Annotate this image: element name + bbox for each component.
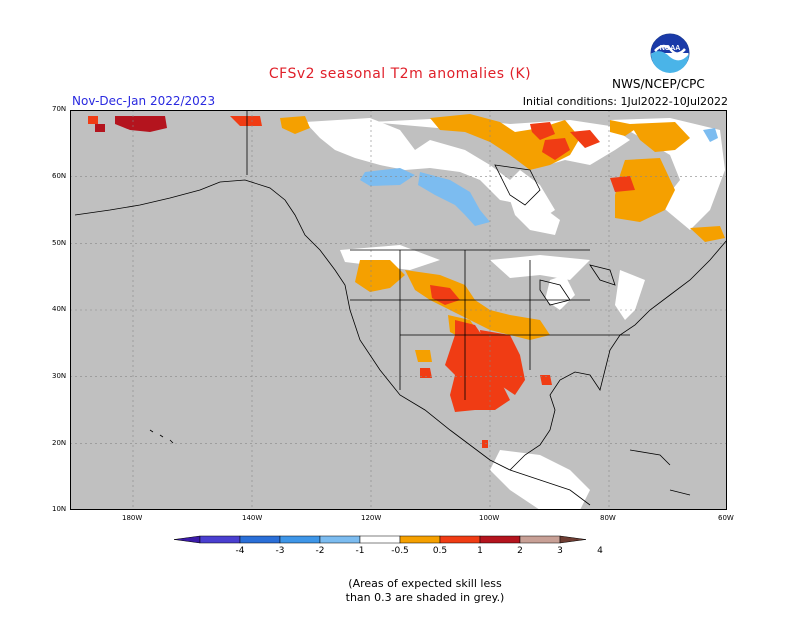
legend-swatch [279, 535, 321, 544]
lon-label: 80W [600, 514, 616, 522]
legend-tick-label: -0.5 [391, 546, 409, 556]
lon-label: 60W [718, 514, 734, 522]
map-frame [70, 110, 727, 510]
legend-swatch [199, 535, 241, 544]
lon-label: 100W [479, 514, 500, 522]
season-label: Nov-Dec-Jan 2022/2023 [72, 94, 216, 108]
lon-label: 120W [361, 514, 382, 522]
legend-tick-label: -3 [276, 546, 285, 556]
agency-label: NWS/NCEP/CPC [612, 77, 705, 91]
legend-tick-label: -1 [356, 546, 365, 556]
legend-tick-label: -4 [236, 546, 245, 556]
legend-swatch [239, 535, 281, 544]
note-line-2: than 0.3 are shaded in grey.) [345, 591, 505, 604]
lon-label: 180W [122, 514, 143, 522]
legend-swatch [399, 535, 441, 544]
graticule [70, 110, 727, 510]
map-title: CFSv2 seasonal T2m anomalies (K) [268, 66, 532, 82]
legend-tick-label: 0.5 [433, 546, 447, 556]
lat-label: 70N [52, 105, 67, 113]
coastlines [74, 110, 727, 506]
legend-tick-label: 4 [597, 546, 603, 556]
color-legend: -4 -3 -2 -1 -0.5 0.5 1 2 3 4 [173, 535, 603, 556]
legend-swatch [319, 535, 361, 544]
lat-label: 50N [52, 239, 67, 247]
legend-arrow-low [173, 535, 201, 544]
initial-conditions-label: Initial conditions: 1Jul2022-10Jul2022 [522, 95, 728, 108]
anomaly-map [70, 110, 727, 510]
skill-note: (Areas of expected skill less than 0.3 a… [300, 577, 550, 605]
noaa-logo: NOAA [650, 33, 690, 73]
note-line-1: (Areas of expected skill less [348, 577, 502, 590]
lat-label: 10N [52, 505, 67, 513]
legend-tick-label: -2 [316, 546, 325, 556]
lat-label: 20N [52, 439, 67, 447]
very-strong-warm-anomaly-regions [95, 116, 167, 132]
cold-anomaly-regions [360, 128, 718, 226]
lat-label: 30N [52, 372, 67, 380]
strong-warm-anomaly-regions [88, 116, 635, 448]
logo-text: NOAA [660, 45, 681, 52]
legend-swatch [439, 535, 481, 544]
lat-label: 60N [52, 172, 67, 180]
lat-label: 40N [52, 305, 67, 313]
lon-label: 140W [242, 514, 263, 522]
legend-arrow-high [559, 535, 587, 544]
legend-tick-label: 2 [517, 546, 523, 556]
legend-tick-label: 1 [477, 546, 483, 556]
legend-swatch [519, 535, 561, 544]
legend-tick-label: 3 [557, 546, 563, 556]
legend-swatch [479, 535, 521, 544]
legend-swatch [359, 535, 401, 544]
